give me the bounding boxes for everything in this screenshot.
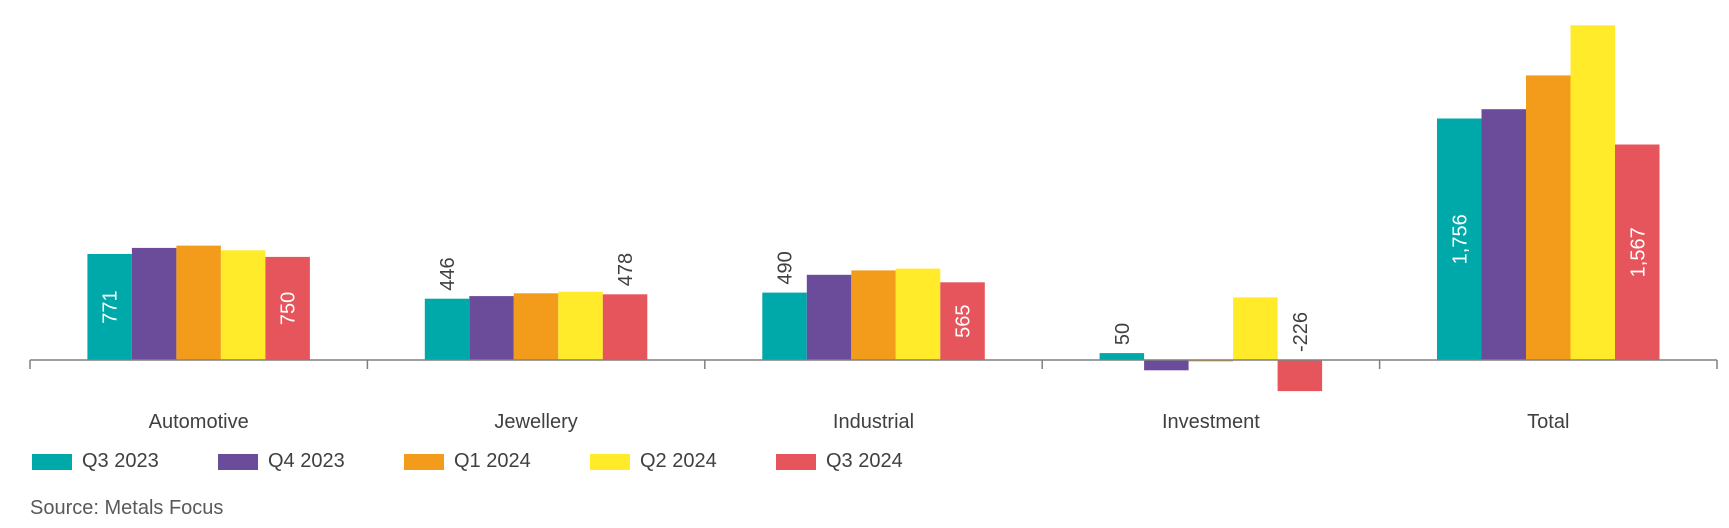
bar-total-q4-2023 xyxy=(1481,109,1526,360)
bar-investment-q3-2024 xyxy=(1277,360,1323,392)
legend: Q3 2023 Q4 2023 Q1 2024 Q2 2024 Q3 2024 xyxy=(32,450,962,473)
bar-industrial-q2-2024 xyxy=(895,268,941,360)
data-label-industrial-q3-2023: 490 xyxy=(775,251,797,284)
legend-label-q4-2023: Q4 2023 xyxy=(268,450,345,472)
bar-jewellery-q3-2024 xyxy=(602,294,648,360)
source-note: Source: Metals Focus xyxy=(30,497,224,519)
bar-jewellery-q4-2023 xyxy=(469,296,514,360)
bar-jewellery-q2-2024 xyxy=(558,291,603,360)
legend-swatch-q2-2024 xyxy=(590,453,630,470)
data-label-jewellery-q3-2023: 446 xyxy=(437,257,459,290)
legend-item-q3-2024: Q3 2024 xyxy=(776,450,962,473)
data-label-investment-q3-2023: 50 xyxy=(1112,323,1134,345)
legend-swatch-q1-2024 xyxy=(404,453,444,470)
bar-automotive-q3-2024 xyxy=(265,256,310,360)
category-label-industrial: Industrial xyxy=(833,411,914,433)
category-label-total: Total xyxy=(1527,411,1569,433)
legend-label-q3-2023: Q3 2023 xyxy=(82,450,159,472)
legend-label-q3-2024: Q3 2024 xyxy=(826,450,903,472)
bar-jewellery-q3-2023 xyxy=(424,298,470,360)
bar-jewellery-q1-2024 xyxy=(513,293,559,360)
bar-automotive-q4-2023 xyxy=(131,247,177,360)
bar-investment-q4-2023 xyxy=(1144,360,1189,371)
bar-investment-q3-2023 xyxy=(1099,353,1145,360)
bar-industrial-q1-2024 xyxy=(851,270,896,360)
legend-label-q1-2024: Q1 2024 xyxy=(454,450,531,472)
bar-total-q3-2023 xyxy=(1437,118,1482,360)
data-label-total-q3-2024: 1,567 xyxy=(1627,227,1649,277)
bar-automotive-q1-2024 xyxy=(176,245,221,360)
bar-total-q2-2024 xyxy=(1570,25,1615,361)
legend-swatch-q3-2024 xyxy=(776,453,816,470)
bar-investment-q2-2024 xyxy=(1233,297,1278,360)
legend-item-q4-2023: Q4 2023 xyxy=(218,450,404,473)
legend-swatch-q4-2023 xyxy=(218,453,258,470)
legend-swatch-q3-2023 xyxy=(32,453,72,470)
bar-chart: Automotive Jewellery Industrial Investment T… xyxy=(29,25,1718,433)
bar-total-q1-2024 xyxy=(1526,75,1571,361)
bar-automotive-q2-2024 xyxy=(220,250,266,360)
legend-item-q2-2024: Q2 2024 xyxy=(590,450,776,473)
category-label-investment: Investment xyxy=(1162,411,1260,433)
data-label-total-q3-2023: 1,756 xyxy=(1449,214,1471,264)
legend-label-q2-2024: Q2 2024 xyxy=(640,450,717,472)
category-label-jewellery: Jewellery xyxy=(494,411,577,433)
data-label-jewellery-q3-2024: 478 xyxy=(615,253,637,286)
data-label-industrial-q3-2024: 565 xyxy=(953,305,975,338)
bar-industrial-q3-2024 xyxy=(940,282,985,360)
data-label-automotive-q3-2023: 771 xyxy=(100,290,122,323)
data-label-investment-q3-2024: -226 xyxy=(1290,312,1312,352)
bar-industrial-q4-2023 xyxy=(806,274,852,361)
bar-total-q3-2024 xyxy=(1615,144,1660,360)
legend-item-q1-2024: Q1 2024 xyxy=(404,450,590,473)
legend-item-q3-2023: Q3 2023 xyxy=(32,450,218,473)
category-label-automotive: Automotive xyxy=(149,411,249,433)
bar-industrial-q3-2023 xyxy=(762,292,807,360)
data-label-automotive-q3-2024: 750 xyxy=(278,292,300,325)
bar-automotive-q3-2023 xyxy=(87,254,132,360)
